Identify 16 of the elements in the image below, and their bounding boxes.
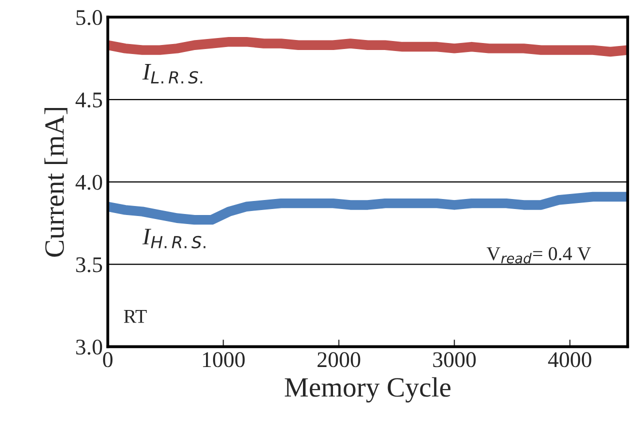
annotation: RT [124,310,147,323]
x-tick-label: 1000 [203,352,245,368]
y-tick-label: 5.0 [76,10,102,26]
x-tick-label: 3000 [433,352,476,368]
y-axis-title: Current [mA] [44,108,68,257]
series-label: I$_{H.R.S.}$ [142,228,206,248]
x-tick-label: 2000 [318,352,360,368]
x-tick-label: 4000 [548,352,592,368]
x-axis-title: Memory Cycle [284,377,450,403]
y-tick-label: 3.5 [76,257,102,272]
x-tick-label: 0 [103,352,112,368]
annotation: V$_{read}$= 0.4 V [486,247,591,264]
y-tick-label: 4.5 [76,92,102,108]
series-label: I$_{L.R.S.}$ [142,64,202,84]
y-tick-label: 4.0 [76,174,102,190]
y-tick-label: 3.0 [76,340,102,355]
